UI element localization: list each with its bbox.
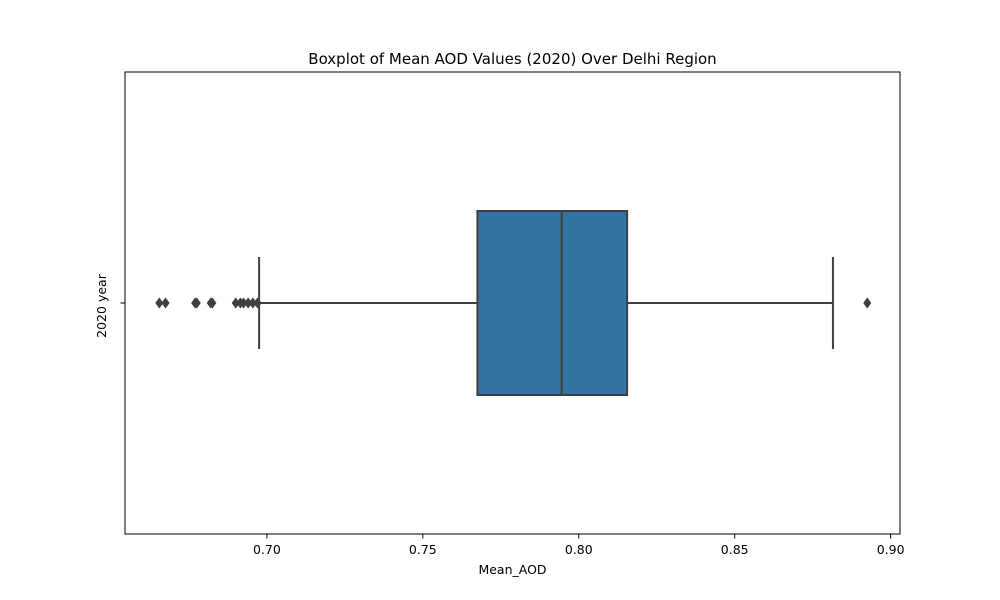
outlier-point [192, 297, 201, 309]
outlier-point [161, 297, 170, 309]
outlier-point [863, 297, 872, 309]
outlier-point [208, 297, 217, 309]
chart-title: Boxplot of Mean AOD Values (2020) Over D… [308, 50, 716, 68]
iqr-box [476, 210, 629, 396]
x-tick-label: 0.85 [721, 542, 749, 557]
x-tick-label: 0.75 [409, 542, 437, 557]
plot-area [155, 210, 872, 396]
x-tick-label: 0.90 [877, 542, 905, 557]
x-tick-label: 0.70 [253, 542, 281, 557]
outlier-point [253, 297, 262, 309]
x-tick-label: 0.80 [565, 542, 593, 557]
x-axis: 0.70 0.75 0.80 0.85 0.90 [253, 534, 905, 557]
outlier-point [155, 297, 164, 309]
x-axis-label: Mean_AOD [478, 562, 546, 577]
y-axis-label: 2020 year [94, 273, 109, 338]
